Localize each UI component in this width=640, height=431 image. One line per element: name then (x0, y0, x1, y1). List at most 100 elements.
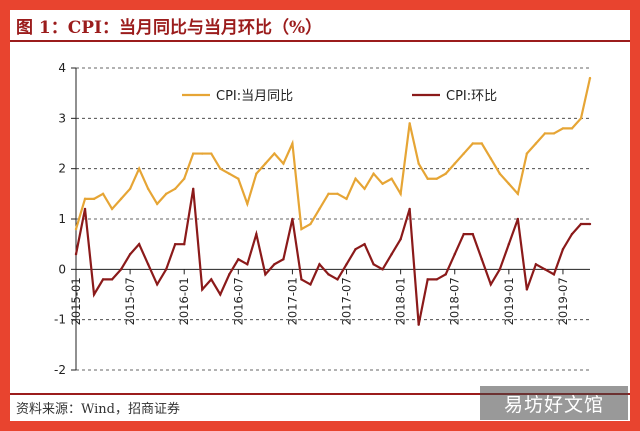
data-point (137, 167, 141, 170)
data-point (561, 248, 565, 251)
data-point (92, 197, 96, 201)
data-point (255, 232, 258, 236)
x-tick-label: 2016-07 (231, 277, 245, 325)
y-tick-label: 1 (58, 212, 66, 226)
watermark-logo: 易坊好文馆 (480, 386, 628, 420)
data-point (318, 263, 321, 266)
data-point (480, 142, 483, 145)
data-point (128, 187, 132, 190)
data-point (309, 222, 312, 226)
data-point (327, 192, 330, 196)
data-point (246, 202, 249, 206)
data-point (525, 152, 529, 155)
data-point (173, 187, 177, 190)
data-point (408, 207, 411, 211)
data-point (543, 132, 547, 135)
data-point (498, 268, 502, 271)
data-point (83, 197, 87, 201)
legend: CPI:当月同比 CPI:环比 (182, 89, 497, 104)
data-point (588, 222, 592, 226)
data-point (309, 283, 312, 286)
data-point (426, 278, 429, 281)
data-point (570, 232, 574, 236)
data-point (201, 288, 204, 291)
data-point (552, 273, 556, 276)
data-point (516, 192, 520, 196)
data-point (74, 227, 78, 231)
data-point (543, 268, 547, 271)
data-point (354, 177, 357, 180)
data-point (318, 207, 321, 211)
y-tick-label: 4 (58, 61, 66, 75)
data-point (237, 258, 240, 261)
data-point (210, 278, 213, 281)
data-point (183, 177, 186, 180)
data-point (264, 273, 267, 276)
data-point (426, 177, 429, 180)
x-tick-label: 2017-07 (340, 277, 354, 325)
data-point (92, 293, 96, 296)
data-point (345, 263, 348, 266)
data-point (264, 162, 267, 165)
data-point (237, 177, 240, 180)
data-point (282, 258, 285, 261)
data-point (579, 222, 583, 226)
data-point (83, 207, 87, 211)
data-point (525, 288, 529, 291)
data-point (291, 142, 294, 145)
data-point (119, 268, 123, 271)
data-point (435, 278, 438, 281)
data-point (471, 142, 474, 145)
data-point (453, 162, 456, 165)
data-point (155, 202, 159, 206)
data-point (137, 242, 141, 246)
series-line-yoy (74, 77, 592, 231)
data-point (471, 232, 474, 236)
data-point (417, 323, 420, 326)
data-point (201, 152, 204, 155)
data-point (192, 152, 195, 155)
data-point (444, 172, 447, 175)
data-point (192, 187, 195, 190)
data-point (453, 253, 456, 256)
data-point (489, 283, 493, 286)
data-point (363, 242, 366, 246)
data-point (273, 263, 276, 266)
data-point (552, 132, 556, 135)
x-tick-label: 2019-01 (502, 277, 516, 325)
data-point (561, 127, 565, 130)
data-point (345, 197, 348, 201)
data-point (255, 172, 258, 175)
data-point (408, 122, 411, 125)
data-point (570, 127, 574, 130)
data-point (146, 187, 150, 190)
data-point (101, 278, 105, 281)
data-point (282, 162, 285, 165)
y-tick-label: -2 (54, 363, 66, 377)
data-point (462, 152, 465, 155)
data-point (146, 263, 150, 266)
data-point (110, 278, 114, 281)
data-point (300, 278, 303, 281)
data-point (390, 253, 393, 256)
data-point (579, 117, 583, 120)
figure-title: 图 1：CPI：当月同比与当月环比（%） (10, 10, 630, 42)
data-point (417, 162, 420, 165)
data-point (173, 242, 177, 246)
data-point (119, 197, 123, 201)
data-point (128, 253, 132, 256)
data-point (228, 172, 231, 175)
data-point (372, 263, 375, 266)
series-line-mom (74, 188, 590, 325)
y-tick-label: 3 (58, 111, 66, 125)
legend-label: CPI:环比 (446, 89, 497, 104)
data-point (110, 207, 114, 211)
data-point (507, 182, 511, 185)
data-point (219, 293, 222, 296)
data-point (480, 258, 483, 261)
data-point (534, 263, 538, 266)
data-point (534, 142, 538, 145)
data-point (291, 217, 294, 221)
data-point (462, 232, 465, 236)
